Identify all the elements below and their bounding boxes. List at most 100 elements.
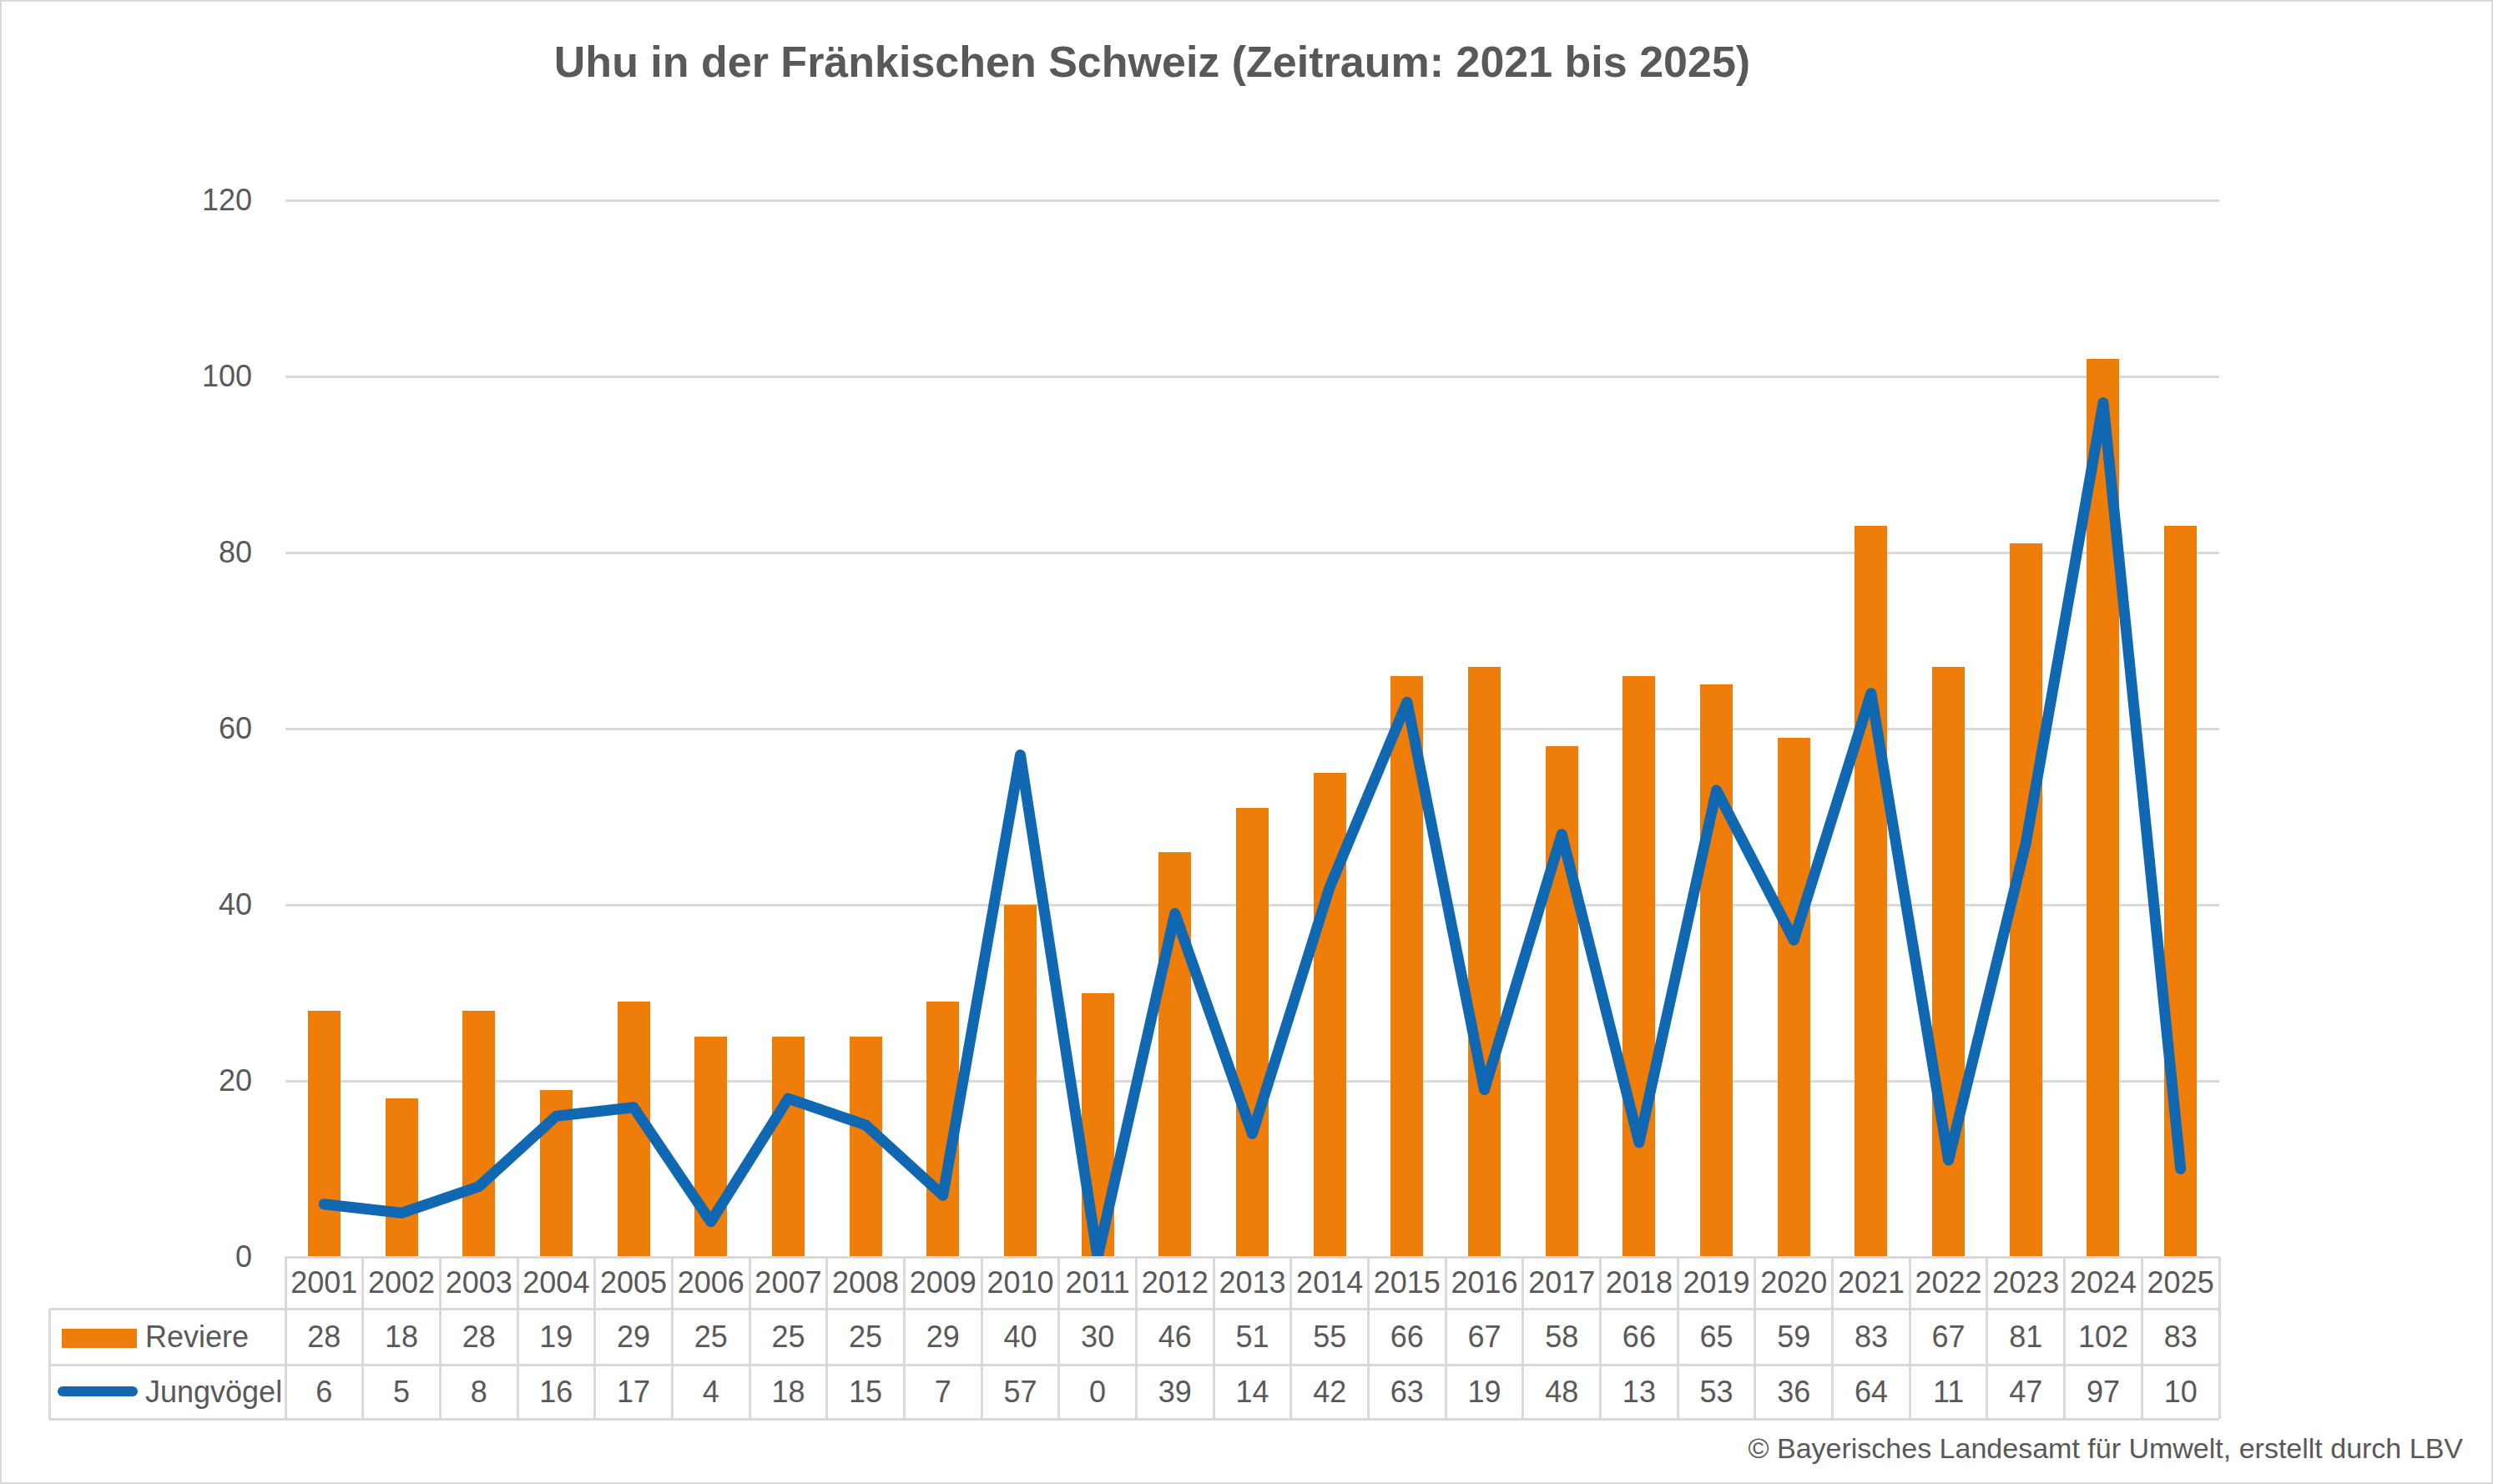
bar-2020 bbox=[1778, 738, 1810, 1257]
y-axis-tick-60: 60 bbox=[135, 708, 252, 750]
year-label-2003: 2003 bbox=[440, 1262, 517, 1304]
bar-2025 bbox=[2164, 526, 2197, 1257]
reviere-value-2020: 59 bbox=[1755, 1316, 1833, 1358]
reviere-value-2014: 55 bbox=[1291, 1316, 1369, 1358]
bar-2021 bbox=[1855, 526, 1887, 1257]
jungvoegel-value-2018: 13 bbox=[1601, 1371, 1678, 1413]
year-label-2005: 2005 bbox=[595, 1262, 673, 1304]
year-label-2016: 2016 bbox=[1446, 1262, 1523, 1304]
reviere-value-2003: 28 bbox=[440, 1316, 517, 1358]
jungvoegel-value-2014: 42 bbox=[1291, 1371, 1369, 1413]
jungvoegel-value-2016: 19 bbox=[1446, 1371, 1523, 1413]
bar-2001 bbox=[308, 1011, 341, 1257]
reviere-value-2018: 66 bbox=[1601, 1316, 1678, 1358]
bar-2015 bbox=[1390, 676, 1423, 1257]
reviere-value-2001: 28 bbox=[285, 1316, 363, 1358]
gridline-y-80 bbox=[285, 552, 2219, 554]
reviere-value-2024: 102 bbox=[2065, 1316, 2142, 1358]
jungvoegel-value-2015: 63 bbox=[1369, 1371, 1446, 1413]
jungvoegel-value-2003: 8 bbox=[440, 1371, 517, 1413]
reviere-value-2008: 25 bbox=[827, 1316, 905, 1358]
bar-2011 bbox=[1082, 993, 1114, 1258]
year-label-2025: 2025 bbox=[2142, 1262, 2219, 1304]
reviere-value-2015: 66 bbox=[1369, 1316, 1446, 1358]
year-label-2020: 2020 bbox=[1755, 1262, 1833, 1304]
bar-2009 bbox=[926, 1002, 959, 1257]
y-axis-tick-20: 20 bbox=[135, 1060, 252, 1102]
table-top-border bbox=[285, 1256, 2219, 1259]
reviere-value-2016: 67 bbox=[1446, 1316, 1523, 1358]
reviere-value-2004: 19 bbox=[517, 1316, 595, 1358]
gridline-y-60 bbox=[285, 728, 2219, 730]
bar-2003 bbox=[462, 1011, 495, 1257]
reviere-value-2017: 58 bbox=[1523, 1316, 1601, 1358]
bar-2017 bbox=[1546, 746, 1578, 1257]
bar-2002 bbox=[386, 1098, 418, 1257]
reviere-value-2010: 40 bbox=[982, 1316, 1059, 1358]
jungvoegel-value-2023: 47 bbox=[1987, 1371, 2065, 1413]
copyright-attribution: © Bayerisches Landesamt für Umwelt, erst… bbox=[1748, 1432, 2463, 1465]
jungvoegel-value-2008: 15 bbox=[827, 1371, 905, 1413]
bar-2022 bbox=[1932, 667, 1965, 1257]
reviere-value-2013: 51 bbox=[1214, 1316, 1291, 1358]
year-label-2006: 2006 bbox=[672, 1262, 749, 1304]
jungvoegel-value-2019: 53 bbox=[1678, 1371, 1755, 1413]
year-label-2024: 2024 bbox=[2065, 1262, 2142, 1304]
chart-frame: Uhu in der Fränkischen Schweiz (Zeitraum… bbox=[0, 0, 2493, 1484]
year-label-2001: 2001 bbox=[285, 1262, 363, 1304]
jungvoegel-value-2013: 14 bbox=[1214, 1371, 1291, 1413]
bar-2007 bbox=[772, 1037, 805, 1257]
year-label-2018: 2018 bbox=[1601, 1262, 1678, 1304]
jungvoegel-legend-label: Jungvögel bbox=[145, 1365, 282, 1419]
reviere-legend-label: Reviere bbox=[145, 1309, 249, 1365]
year-label-2014: 2014 bbox=[1291, 1262, 1369, 1304]
jungvoegel-value-2004: 16 bbox=[517, 1371, 595, 1413]
year-label-2021: 2021 bbox=[1833, 1262, 1910, 1304]
y-axis-tick-120: 120 bbox=[135, 179, 252, 221]
jungvoegel-value-2001: 6 bbox=[285, 1371, 363, 1413]
reviere-value-2023: 81 bbox=[1987, 1316, 2065, 1358]
year-label-2012: 2012 bbox=[1136, 1262, 1214, 1304]
year-label-2015: 2015 bbox=[1369, 1262, 1446, 1304]
bar-2012 bbox=[1158, 852, 1191, 1257]
year-label-2004: 2004 bbox=[517, 1262, 595, 1304]
year-label-2010: 2010 bbox=[982, 1262, 1059, 1304]
reviere-value-2021: 83 bbox=[1833, 1316, 1910, 1358]
year-label-2017: 2017 bbox=[1523, 1262, 1601, 1304]
reviere-value-2006: 25 bbox=[672, 1316, 749, 1358]
bar-2004 bbox=[540, 1090, 573, 1257]
bar-2006 bbox=[694, 1037, 727, 1257]
reviere-bar-legend-swatch bbox=[62, 1329, 137, 1348]
chart-title: Uhu in der Fränkischen Schweiz (Zeitraum… bbox=[49, 37, 2255, 87]
jungvoegel-value-2022: 11 bbox=[1910, 1371, 1987, 1413]
bar-2014 bbox=[1314, 773, 1346, 1257]
bar-2023 bbox=[2010, 543, 2042, 1257]
gridline-y-120 bbox=[285, 199, 2219, 202]
jungvoegel-value-2020: 36 bbox=[1755, 1371, 1833, 1413]
jungvoegel-value-2005: 17 bbox=[595, 1371, 673, 1413]
reviere-value-2025: 83 bbox=[2142, 1316, 2219, 1358]
bar-2008 bbox=[850, 1037, 882, 1257]
reviere-value-2022: 67 bbox=[1910, 1316, 1987, 1358]
gridline-y-100 bbox=[285, 376, 2219, 378]
reviere-value-2007: 25 bbox=[749, 1316, 827, 1358]
reviere-value-2011: 30 bbox=[1059, 1316, 1137, 1358]
reviere-value-2019: 65 bbox=[1678, 1316, 1755, 1358]
jungvoegel-value-2024: 97 bbox=[2065, 1371, 2142, 1413]
y-axis-tick-40: 40 bbox=[135, 884, 252, 926]
year-label-2019: 2019 bbox=[1678, 1262, 1755, 1304]
year-label-2013: 2013 bbox=[1214, 1262, 1291, 1304]
year-label-2007: 2007 bbox=[749, 1262, 827, 1304]
y-axis-tick-0: 0 bbox=[135, 1236, 252, 1278]
jungvoegel-value-2010: 57 bbox=[982, 1371, 1059, 1413]
bar-2010 bbox=[1004, 905, 1037, 1257]
jungvoegel-value-2021: 64 bbox=[1833, 1371, 1910, 1413]
y-axis-tick-100: 100 bbox=[135, 356, 252, 397]
year-label-2008: 2008 bbox=[827, 1262, 905, 1304]
bar-2005 bbox=[618, 1002, 650, 1257]
bar-2018 bbox=[1622, 676, 1655, 1257]
year-label-2011: 2011 bbox=[1059, 1262, 1137, 1304]
year-label-2023: 2023 bbox=[1987, 1262, 2065, 1304]
year-label-2002: 2002 bbox=[363, 1262, 441, 1304]
year-label-2022: 2022 bbox=[1910, 1262, 1987, 1304]
